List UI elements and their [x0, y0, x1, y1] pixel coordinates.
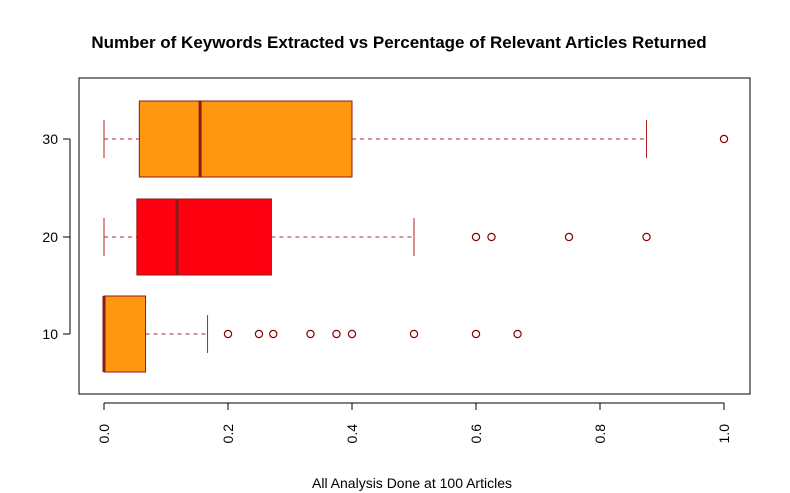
x-tick-label: 0.8 [592, 424, 608, 444]
outlier-point [306, 329, 315, 339]
outlier-point [409, 329, 419, 339]
y-tick-label: 30 [42, 131, 58, 147]
outlier-point [471, 329, 481, 339]
outlier-point [719, 134, 729, 144]
box-iqr [103, 295, 147, 373]
x-tick-label: 0.2 [220, 424, 236, 444]
x-tick-label: 0.6 [468, 424, 484, 444]
outlier-point [332, 329, 341, 339]
outlier-point [347, 329, 357, 339]
box-iqr [138, 100, 353, 178]
x-tick-label: 0.4 [344, 424, 360, 444]
y-tick-label: 20 [42, 229, 58, 245]
box-group-30 [103, 100, 729, 178]
x-axis: 0.0 0.2 0.4 0.6 0.8 1.0 [96, 402, 732, 444]
box-iqr [136, 198, 272, 276]
x-tick-label: 1.0 [716, 424, 732, 444]
y-tick-label: 10 [42, 326, 58, 342]
box-group-20 [103, 198, 651, 276]
x-tick-label: 0.0 [96, 424, 112, 444]
x-axis-label: All Analysis Done at 100 Articles [312, 475, 512, 491]
outlier-point [254, 329, 264, 339]
y-axis: 10 20 30 [42, 131, 71, 342]
chart-title: Number of Keywords Extracted vs Percenta… [91, 33, 706, 52]
plot-marks [102, 100, 729, 373]
plot-frame [78, 77, 751, 395]
outlier-point [642, 232, 651, 242]
box-group-10 [102, 295, 522, 373]
outlier-point [223, 329, 233, 339]
outlier-point [269, 329, 278, 339]
outlier-point [487, 232, 496, 242]
outlier-point [471, 232, 481, 242]
outlier-point [564, 232, 574, 242]
outlier-point [513, 329, 522, 339]
